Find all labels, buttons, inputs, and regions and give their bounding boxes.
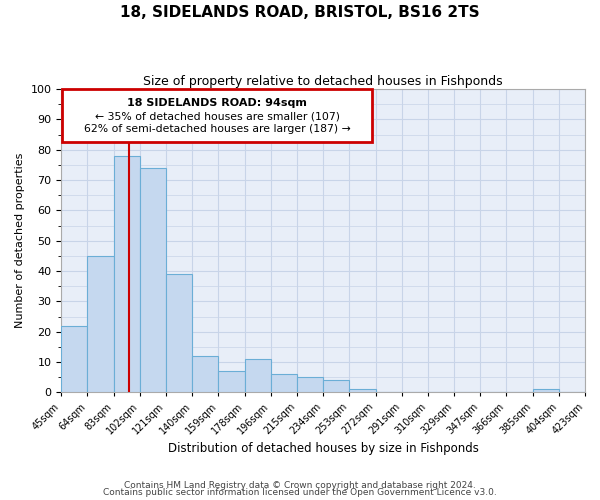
Text: Contains HM Land Registry data © Crown copyright and database right 2024.: Contains HM Land Registry data © Crown c… <box>124 480 476 490</box>
Title: Size of property relative to detached houses in Fishponds: Size of property relative to detached ho… <box>143 75 503 88</box>
Text: 62% of semi-detached houses are larger (187) →: 62% of semi-detached houses are larger (… <box>84 124 350 134</box>
Text: ← 35% of detached houses are smaller (107): ← 35% of detached houses are smaller (10… <box>95 111 340 121</box>
Bar <box>140 168 166 392</box>
Bar <box>533 390 559 392</box>
Text: 18, SIDELANDS ROAD, BRISTOL, BS16 2TS: 18, SIDELANDS ROAD, BRISTOL, BS16 2TS <box>120 5 480 20</box>
Text: Contains public sector information licensed under the Open Government Licence v3: Contains public sector information licen… <box>103 488 497 497</box>
Y-axis label: Number of detached properties: Number of detached properties <box>15 153 25 328</box>
FancyBboxPatch shape <box>62 89 372 142</box>
Bar <box>271 374 297 392</box>
Bar <box>113 156 140 392</box>
Bar <box>61 326 88 392</box>
Bar <box>349 390 376 392</box>
Bar <box>245 359 271 392</box>
X-axis label: Distribution of detached houses by size in Fishponds: Distribution of detached houses by size … <box>168 442 479 455</box>
Bar <box>323 380 349 392</box>
Bar <box>192 356 218 393</box>
Bar <box>88 256 113 392</box>
Bar <box>218 371 245 392</box>
Bar <box>297 378 323 392</box>
Text: 18 SIDELANDS ROAD: 94sqm: 18 SIDELANDS ROAD: 94sqm <box>127 98 307 108</box>
Bar <box>166 274 192 392</box>
